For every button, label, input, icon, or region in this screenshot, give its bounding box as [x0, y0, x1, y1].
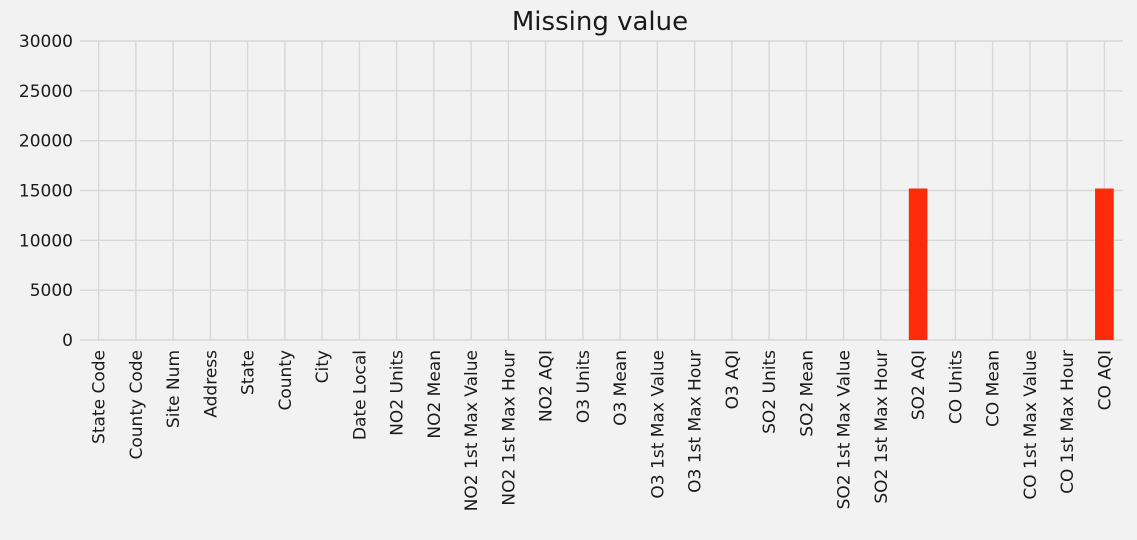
x-tick-label: SO2 1st Max Hour: [872, 350, 892, 504]
x-tick-label: State: [239, 350, 259, 395]
bar: [908, 188, 928, 340]
x-tick-label: O3 Mean: [611, 350, 631, 426]
x-tick-label: Site Num: [164, 350, 184, 428]
x-tick-label: NO2 Mean: [425, 350, 445, 439]
bar: [1095, 188, 1114, 340]
y-tick-label: 25000: [19, 82, 73, 102]
x-tick-label: O3 1st Max Hour: [686, 350, 706, 493]
y-axis-ticks: 0 5000 10000 15000 20000 25000 30000: [19, 32, 73, 351]
x-axis-ticks: State Code County Code Site Num Address Stat…: [90, 350, 1116, 511]
x-tick-label: NO2 Units: [388, 350, 408, 436]
chart-title: Missing value: [512, 7, 688, 37]
x-tick-label: CO Mean: [984, 350, 1004, 427]
x-tick-label: CO Units: [946, 350, 966, 424]
grid-lines: [80, 40, 1123, 341]
x-tick-label: County Code: [127, 350, 147, 459]
x-tick-label: Date Local: [350, 350, 370, 440]
x-tick-label: NO2 1st Max Hour: [499, 350, 519, 506]
x-tick-label: SO2 1st Max Value: [835, 350, 855, 509]
x-tick-label: NO2 AQI: [537, 350, 557, 422]
x-tick-label: SO2 Units: [760, 350, 780, 434]
bars: [908, 188, 1114, 340]
x-tick-label: O3 AQI: [723, 350, 743, 409]
y-tick-label: 0: [62, 331, 73, 351]
x-tick-label: O3 Units: [574, 350, 594, 423]
y-tick-label: 5000: [30, 281, 73, 301]
x-tick-label: City: [313, 350, 333, 383]
x-tick-label: O3 1st Max Value: [648, 350, 668, 499]
y-tick-label: 15000: [19, 182, 73, 202]
x-tick-label: NO2 1st Max Value: [462, 350, 482, 511]
x-tick-label: County: [276, 350, 296, 411]
x-tick-label: CO AQI: [1095, 350, 1115, 410]
x-tick-label: Address: [201, 350, 221, 418]
x-tick-label: CO 1st Max Hour: [1058, 350, 1078, 494]
x-tick-label: SO2 AQI: [909, 350, 929, 420]
x-tick-label: CO 1st Max Value: [1021, 350, 1041, 500]
x-tick-label: State Code: [90, 350, 110, 444]
x-tick-label: SO2 Mean: [797, 350, 817, 437]
y-tick-label: 30000: [19, 32, 73, 52]
y-tick-label: 20000: [19, 132, 73, 152]
y-tick-label: 10000: [19, 231, 73, 251]
